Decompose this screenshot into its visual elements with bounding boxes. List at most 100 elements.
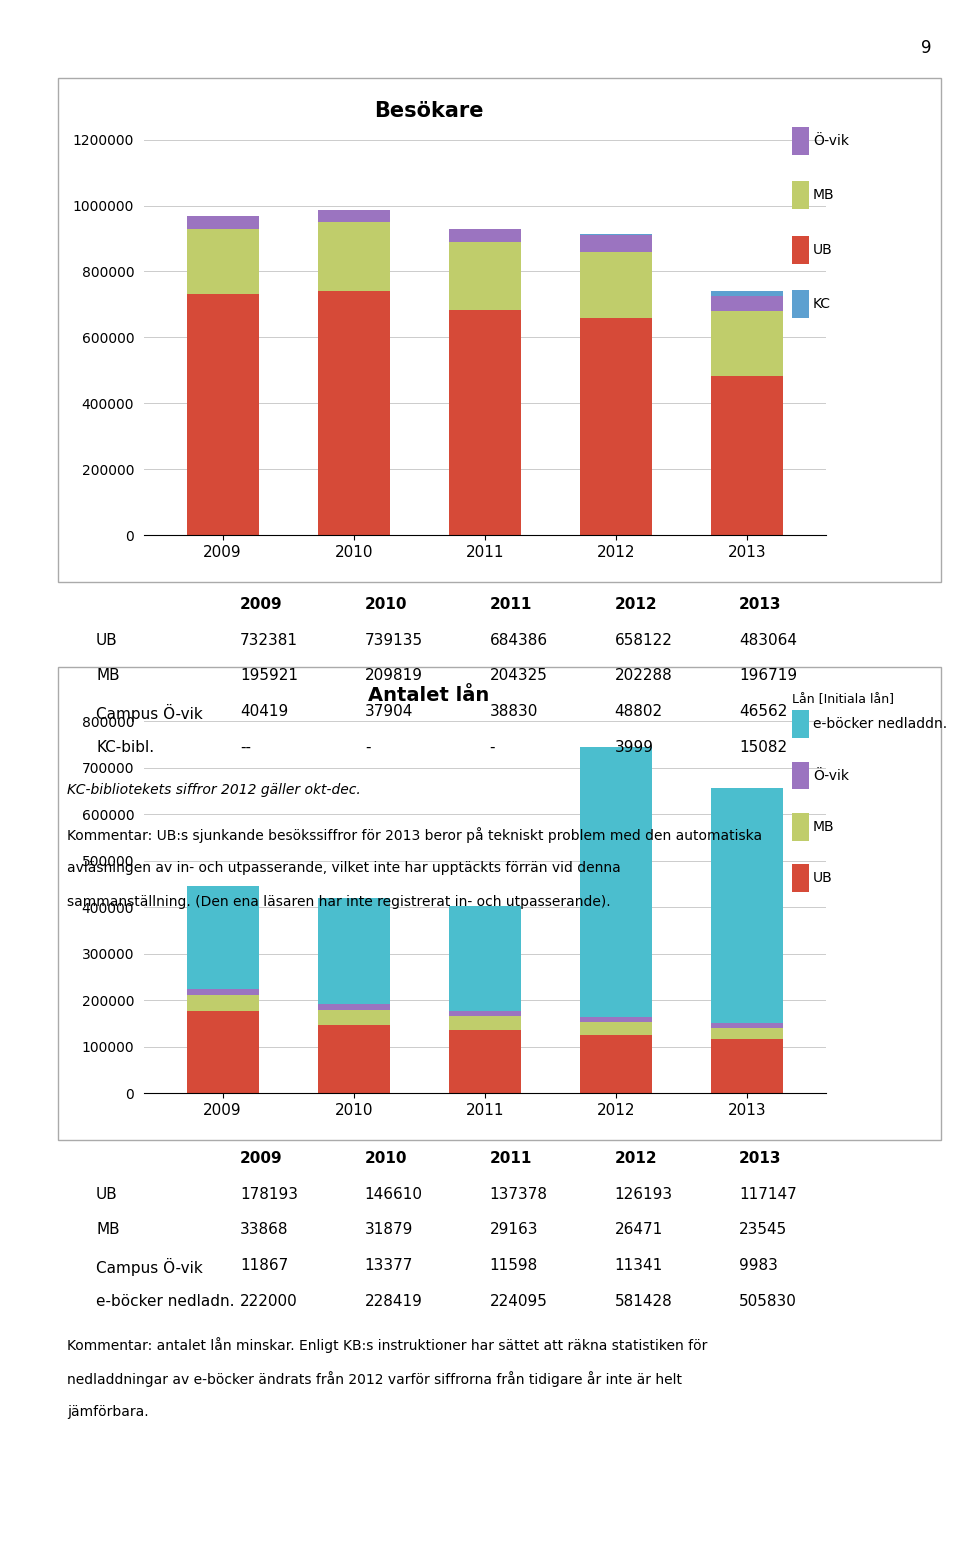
Bar bbox=[186, 886, 258, 990]
Text: 3999: 3999 bbox=[614, 740, 654, 755]
Text: Kommentar: antalet lån minskar. Enligt KB:s instruktioner har sättet att räkna s: Kommentar: antalet lån minskar. Enligt K… bbox=[67, 1337, 708, 1352]
Bar bbox=[448, 906, 521, 1011]
Bar bbox=[580, 318, 652, 535]
Text: 732381: 732381 bbox=[240, 633, 298, 648]
Text: MB: MB bbox=[813, 819, 835, 834]
Text: 33868: 33868 bbox=[240, 1222, 289, 1238]
Bar bbox=[711, 296, 783, 312]
Bar bbox=[186, 230, 258, 293]
Text: 2009: 2009 bbox=[240, 597, 282, 613]
Text: KC: KC bbox=[813, 296, 831, 312]
Text: 13377: 13377 bbox=[365, 1258, 413, 1273]
Text: 2012: 2012 bbox=[614, 597, 657, 613]
Text: 483064: 483064 bbox=[739, 633, 797, 648]
Text: nedladdningar av e-böcker ändrats från 2012 varför siffrorna från tidigare år in: nedladdningar av e-böcker ändrats från 2… bbox=[67, 1371, 683, 1387]
Bar bbox=[448, 1030, 521, 1093]
Text: 137378: 137378 bbox=[490, 1187, 547, 1202]
Text: avläsningen av in- och utpasserande, vilket inte har upptäckts förrän vid denna: avläsningen av in- och utpasserande, vil… bbox=[67, 861, 621, 875]
Bar bbox=[711, 375, 783, 535]
Bar bbox=[580, 251, 652, 318]
Bar bbox=[186, 1011, 258, 1093]
Text: Antalet lån: Antalet lån bbox=[368, 686, 490, 704]
Bar bbox=[186, 293, 258, 535]
Text: 29163: 29163 bbox=[490, 1222, 539, 1238]
Bar bbox=[318, 1025, 390, 1093]
Text: 48802: 48802 bbox=[614, 704, 662, 720]
Bar bbox=[186, 994, 258, 1011]
Text: UB: UB bbox=[96, 633, 118, 648]
Text: 146610: 146610 bbox=[365, 1187, 422, 1202]
Text: 178193: 178193 bbox=[240, 1187, 298, 1202]
Text: e-böcker nedladn.: e-böcker nedladn. bbox=[96, 1294, 234, 1309]
Text: MB: MB bbox=[96, 668, 120, 684]
Bar bbox=[318, 1003, 390, 1010]
Text: 11598: 11598 bbox=[490, 1258, 538, 1273]
Bar bbox=[711, 788, 783, 1024]
Bar bbox=[186, 216, 258, 230]
Text: Ö-vik: Ö-vik bbox=[813, 768, 849, 783]
Text: KC-bibliotekets siffror 2012 gäller okt-dec.: KC-bibliotekets siffror 2012 gäller okt-… bbox=[67, 783, 361, 797]
Bar bbox=[711, 1024, 783, 1028]
Bar bbox=[318, 898, 390, 1003]
Text: 2011: 2011 bbox=[490, 1151, 532, 1166]
Text: 224095: 224095 bbox=[490, 1294, 547, 1309]
Text: 202288: 202288 bbox=[614, 668, 672, 684]
Text: 195921: 195921 bbox=[240, 668, 298, 684]
Bar bbox=[186, 990, 258, 994]
Text: 228419: 228419 bbox=[365, 1294, 422, 1309]
Bar bbox=[318, 292, 390, 535]
Text: Kommentar: UB:s sjunkande besökssiffror för 2013 beror på tekniskt problem med d: Kommentar: UB:s sjunkande besökssiffror … bbox=[67, 827, 762, 842]
Text: 11867: 11867 bbox=[240, 1258, 288, 1273]
Text: 11341: 11341 bbox=[614, 1258, 662, 1273]
Text: 9983: 9983 bbox=[739, 1258, 778, 1273]
Text: 684386: 684386 bbox=[490, 633, 548, 648]
Text: UB: UB bbox=[813, 870, 833, 886]
Bar bbox=[318, 209, 390, 222]
Text: 739135: 739135 bbox=[365, 633, 423, 648]
Text: 2013: 2013 bbox=[739, 597, 781, 613]
Text: UB: UB bbox=[96, 1187, 118, 1202]
Text: Campus Ö-vik: Campus Ö-vik bbox=[96, 1258, 203, 1276]
Bar bbox=[580, 1035, 652, 1093]
Text: 2010: 2010 bbox=[365, 597, 407, 613]
Text: Ö-vik: Ö-vik bbox=[813, 133, 849, 149]
Text: Campus Ö-vik: Campus Ö-vik bbox=[96, 704, 203, 723]
Text: 38830: 38830 bbox=[490, 704, 538, 720]
Text: 23545: 23545 bbox=[739, 1222, 787, 1238]
Bar bbox=[580, 236, 652, 251]
Text: Besökare: Besökare bbox=[373, 101, 483, 121]
Bar bbox=[448, 1011, 521, 1016]
Text: --: -- bbox=[240, 740, 251, 755]
Bar bbox=[448, 310, 521, 535]
Bar bbox=[711, 290, 783, 296]
Bar bbox=[711, 1028, 783, 1039]
Text: 505830: 505830 bbox=[739, 1294, 797, 1309]
Bar bbox=[318, 222, 390, 292]
Text: Lån [Initiala lån]: Lån [Initiala lån] bbox=[792, 693, 894, 706]
Text: UB: UB bbox=[813, 242, 833, 257]
Bar bbox=[318, 1010, 390, 1025]
Text: 46562: 46562 bbox=[739, 704, 787, 720]
Text: MB: MB bbox=[813, 188, 835, 203]
Bar bbox=[580, 746, 652, 1017]
Bar bbox=[448, 1016, 521, 1030]
Text: e-böcker nedladdn.: e-böcker nedladdn. bbox=[813, 717, 948, 732]
Text: 196719: 196719 bbox=[739, 668, 798, 684]
Bar bbox=[448, 242, 521, 310]
Text: 2013: 2013 bbox=[739, 1151, 781, 1166]
Text: -: - bbox=[490, 740, 495, 755]
Text: 204325: 204325 bbox=[490, 668, 547, 684]
Text: 581428: 581428 bbox=[614, 1294, 672, 1309]
Text: 37904: 37904 bbox=[365, 704, 413, 720]
Text: 2010: 2010 bbox=[365, 1151, 407, 1166]
Text: 31879: 31879 bbox=[365, 1222, 413, 1238]
Bar bbox=[580, 1017, 652, 1022]
Bar bbox=[711, 1039, 783, 1093]
Text: 2011: 2011 bbox=[490, 597, 532, 613]
Text: 658122: 658122 bbox=[614, 633, 672, 648]
Text: 40419: 40419 bbox=[240, 704, 288, 720]
Text: jämförbara.: jämförbara. bbox=[67, 1405, 149, 1419]
Text: 222000: 222000 bbox=[240, 1294, 298, 1309]
Bar bbox=[580, 1022, 652, 1035]
Text: 126193: 126193 bbox=[614, 1187, 673, 1202]
